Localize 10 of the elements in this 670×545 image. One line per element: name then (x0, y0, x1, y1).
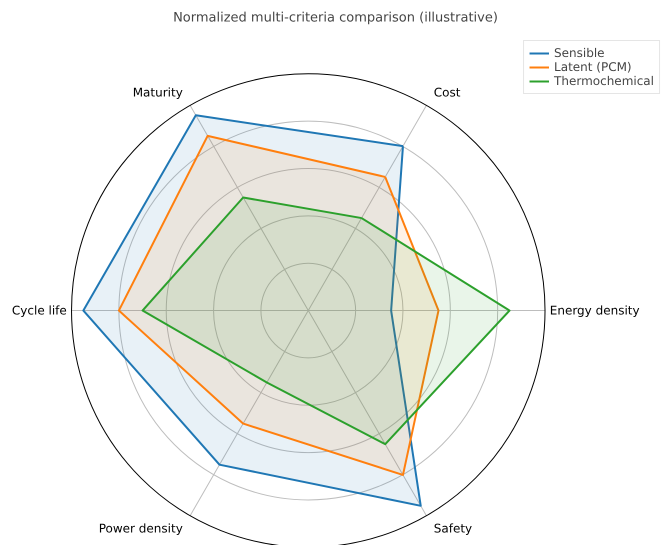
legend-label: Latent (PCM) (554, 60, 632, 74)
spoke-label: Cycle life (12, 304, 67, 318)
legend-label: Thermochemical (554, 74, 654, 88)
spoke-label: Power density (98, 521, 183, 536)
chart-title: Normalized multi-criteria comparison (illustrative) (173, 10, 498, 26)
spoke-label: Maturity (132, 86, 183, 100)
spoke-label: Safety (434, 521, 472, 536)
spoke-label: Energy density (550, 304, 640, 318)
legend-label: Sensible (554, 46, 605, 60)
spoke-label: Cost (434, 86, 461, 100)
